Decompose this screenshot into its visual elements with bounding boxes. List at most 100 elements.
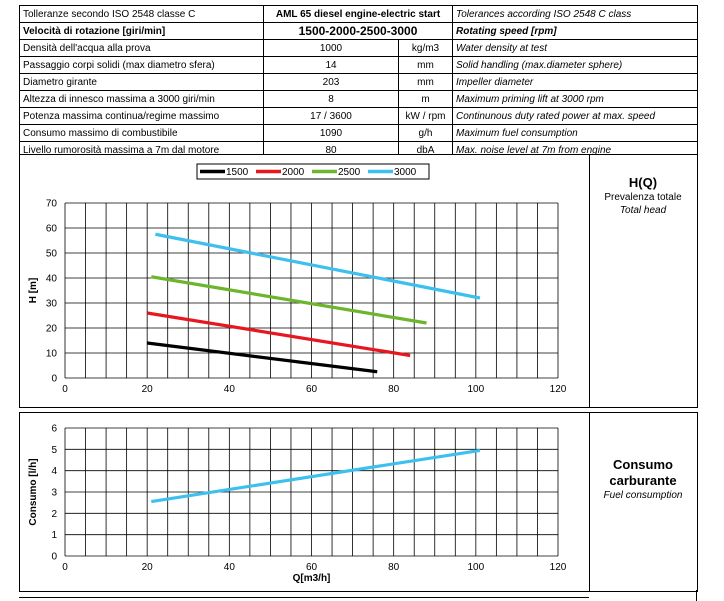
- head-chart-panel: [19, 154, 591, 408]
- series-line-1500: [146, 341, 378, 374]
- x-tick-label: 0: [62, 562, 68, 573]
- tolerance-label-en: Tolerances according ISO 2548 C class: [452, 5, 699, 23]
- spec-unit: mm: [397, 73, 454, 91]
- y-tick-label: 5: [51, 445, 57, 456]
- series-line-series-0: [151, 448, 481, 504]
- head-subtitle-en: Total head: [619, 205, 667, 216]
- spec-value: 14: [263, 56, 399, 74]
- head-label-panel: [589, 154, 698, 408]
- spec-row: Consumo massimo di combustibile 1090 g/h Ma…: [19, 124, 699, 142]
- model-name: AML 65 diesel engine-electric start: [262, 5, 454, 23]
- y-tick-label: 20: [46, 324, 58, 335]
- spec-unit: kg/m3: [397, 39, 454, 57]
- series-line-2000: [146, 311, 411, 358]
- x-axis-label: Q[m3/h]: [293, 573, 331, 584]
- spec-value: 8: [263, 90, 399, 108]
- spec-label-it: Diametro girante: [19, 73, 264, 91]
- fuel-label: Consumo carburante Fuel consumption: [590, 457, 696, 502]
- fuel-chart-panel: [19, 412, 591, 592]
- spec-label-en: Solid handling (max.diameter sphere): [452, 56, 699, 74]
- spec-label-en: Continunous duty rated power at max. spe…: [452, 107, 699, 125]
- x-tick-label: 100: [467, 384, 484, 395]
- spec-row: Altezza di innesco massima a 3000 giri/m…: [19, 90, 699, 108]
- spec-label-it: Consumo massimo di combustibile: [19, 124, 264, 142]
- legend-label-3000: 3000: [394, 167, 417, 178]
- series-line-3000: [155, 232, 481, 300]
- y-axis-label: H [m]: [28, 278, 39, 304]
- spec-label-en: Maximum priming lift at 3000 rpm: [452, 90, 699, 108]
- spec-value: 1090: [263, 124, 399, 142]
- y-tick-label: 60: [46, 224, 58, 235]
- legend-label-2500: 2500: [338, 167, 361, 178]
- y-tick-label: 50: [46, 249, 58, 260]
- x-tick-label: 120: [550, 384, 567, 395]
- y-tick-label: 0: [51, 374, 57, 385]
- spec-label-en: Maximum fuel consumption: [452, 124, 699, 142]
- spec-table-body: Tolleranze secondo ISO 2548 classe C AML…: [19, 5, 699, 159]
- head-title: H(Q): [628, 175, 658, 190]
- x-tick-label: 120: [550, 562, 567, 573]
- y-tick-label: 70: [46, 199, 58, 210]
- y-tick-label: 10: [46, 349, 58, 360]
- x-tick-label: 60: [306, 562, 318, 573]
- fuel-chart: 0 20 40 60 80 100 120 0 1 2 3 4 5 6 Consumo [l/h] Q[m3/…: [28, 424, 567, 585]
- spec-unit: mm: [397, 56, 454, 74]
- y-tick-label: 0: [51, 552, 57, 563]
- spec-value: 203: [263, 73, 399, 91]
- fuel-label-panel: [589, 412, 698, 592]
- x-tick-label: 80: [388, 562, 400, 573]
- legend: 1500 2000 2500 3000: [196, 163, 430, 180]
- bottom-divider: [19, 597, 589, 598]
- spec-row: Diametro girante 203 mm Impeller diameter: [19, 73, 699, 91]
- spec-row: Passaggio corpi solidi (max diametro sfe…: [19, 56, 699, 74]
- spec-label-it: Potenza massima continua/regime massimo: [19, 107, 264, 125]
- legend-label-1500: 1500: [226, 167, 249, 178]
- spec-label-it: Passaggio corpi solidi (max diametro sfe…: [19, 56, 264, 74]
- right-edge-line: [696, 590, 697, 601]
- y-tick-label: 1: [51, 530, 57, 541]
- speed-value: 1500-2000-2500-3000: [262, 22, 454, 40]
- spec-label-en: Water density at test: [452, 39, 699, 57]
- x-tick-label: 100: [467, 562, 484, 573]
- grid: [64, 427, 559, 557]
- y-tick-label: 40: [46, 274, 58, 285]
- y-tick-label: 30: [46, 299, 58, 310]
- spec-unit: kW / rpm: [397, 107, 454, 125]
- speed-label-en: Rotating speed [rpm]: [452, 22, 699, 40]
- series-line-2500: [151, 275, 427, 325]
- spec-row: Densità dell'acqua alla prova 1000 kg/m3 Wa…: [19, 39, 699, 57]
- y-tick-label: 3: [51, 488, 57, 499]
- tolerance-label-it: Tolleranze secondo ISO 2548 classe C: [19, 5, 264, 23]
- spec-table: Tolleranze secondo ISO 2548 classe C AML…: [19, 5, 699, 159]
- speed-label-it: Velocità di rotazione [giri/min]: [19, 22, 264, 40]
- head-chart: 0 20 40 60 80 100 120 0 10 20 30 40 50 60 70 H [m] 1500 2…: [28, 163, 567, 395]
- spec-unit: m: [397, 90, 454, 108]
- x-tick-label: 40: [224, 384, 236, 395]
- spec-unit: g/h: [397, 124, 454, 142]
- x-tick-label: 40: [224, 562, 236, 573]
- y-tick-label: 4: [51, 466, 57, 477]
- fuel-title-line2: carburante: [609, 473, 677, 488]
- legend-label-2000: 2000: [282, 167, 305, 178]
- x-tick-label: 20: [142, 562, 154, 573]
- x-tick-label: 20: [142, 384, 154, 395]
- fuel-subtitle-en: Fuel consumption: [603, 490, 683, 501]
- spec-header-row: Tolleranze secondo ISO 2548 classe C AML…: [19, 5, 699, 23]
- x-tick-label: 0: [62, 384, 68, 395]
- fuel-title-line1: Consumo: [613, 457, 673, 472]
- spec-value: 17 / 3600: [263, 107, 399, 125]
- y-axis-label: Consumo [l/h]: [28, 458, 39, 525]
- grid: [64, 202, 559, 379]
- spec-label-it: Altezza di innesco massima a 3000 giri/m…: [19, 90, 264, 108]
- spec-row: Potenza massima continua/regime massimo 1…: [19, 107, 699, 125]
- x-tick-label: 60: [306, 384, 318, 395]
- x-tick-label: 80: [388, 384, 400, 395]
- y-tick-label: 2: [51, 509, 57, 520]
- spec-value: 1000: [263, 39, 399, 57]
- speed-row: Velocità di rotazione [giri/min] 1500-20…: [19, 22, 699, 40]
- spec-label-it: Densità dell'acqua alla prova: [19, 39, 264, 57]
- head-label: H(Q) Prevalenza totale Total head: [590, 175, 696, 217]
- spec-label-en: Impeller diameter: [452, 73, 699, 91]
- y-tick-label: 6: [51, 424, 57, 435]
- head-subtitle: Prevalenza totale: [604, 192, 682, 203]
